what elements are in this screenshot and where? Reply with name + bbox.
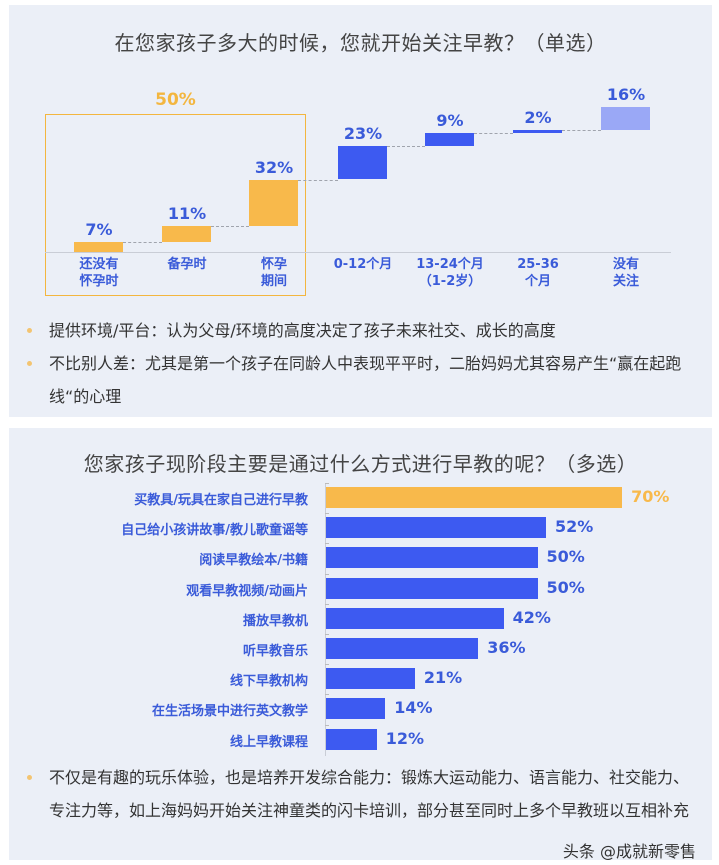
- data-label: 42%: [512, 607, 551, 627]
- category-label: 线上早教课程: [229, 734, 308, 750]
- axis-tick: [325, 483, 329, 484]
- category-label: 怀孕 期间: [260, 257, 287, 289]
- bar-row: 播放早教机 42%: [9, 603, 712, 635]
- category-label: 线下早教机构: [229, 674, 308, 690]
- waterfall-bar: [74, 241, 123, 252]
- bar: [326, 547, 538, 569]
- insight-item: 提供环境/平台：认为父母/环境的高度决定了孩子未来社交、成长的高度: [25, 314, 692, 347]
- waterfall-bar: [601, 107, 650, 131]
- bar: [326, 668, 415, 690]
- category-label: 25-36 个月: [517, 257, 559, 289]
- axis-tick: [325, 634, 329, 635]
- data-label: 32%: [254, 157, 294, 177]
- axis-tick: [325, 664, 329, 666]
- category-label: 听早教音乐: [242, 644, 308, 659]
- chart-title: 您家孩子现阶段主要是通过什么方式进行早教的呢？（多选）: [83, 452, 638, 476]
- category-label: 播放早教机: [242, 613, 308, 629]
- bar-row: 在生活场景中进行英文教学 14%: [9, 694, 712, 725]
- bar-row: 线下早教机构 21%: [9, 664, 712, 695]
- insight-item: 不比别人差：尤其是第一个孩子在同龄人中表现平平时，二胎妈妈尤其容易产生“赢在起跑…: [25, 347, 692, 413]
- bar-row: 自己给小孩讲故事/教儿歌童谣等 52%: [9, 513, 712, 544]
- bullet-dot-icon: [27, 775, 32, 780]
- waterfall-bar: [338, 146, 387, 180]
- category-label: 观看早教视频/动画片: [186, 583, 308, 599]
- data-label: 23%: [343, 124, 383, 144]
- bullet-dot-icon: [27, 328, 32, 333]
- insight-list: 提供环境/平台：认为父母/环境的高度决定了孩子未来社交、成长的高度 不比别人差：…: [25, 314, 692, 413]
- bar: [326, 607, 504, 629]
- early-edu-method-panel: 您家孩子现阶段主要是通过什么方式进行早教的呢？（多选） 买教具/玩具在家自己进行…: [9, 428, 712, 861]
- axis-tick: [325, 543, 329, 545]
- waterfall-bar: [425, 133, 474, 147]
- data-label: 16%: [606, 85, 646, 104]
- data-label: 52%: [554, 517, 594, 537]
- bullet-dot-icon: [27, 361, 32, 366]
- data-label: 21%: [423, 668, 463, 688]
- category-label: 13-24个月 （1-2岁）: [416, 257, 484, 289]
- category-label: 备孕时: [167, 257, 207, 272]
- bar: [326, 698, 386, 720]
- connector-line: [123, 241, 162, 243]
- waterfall-bar: [249, 179, 298, 226]
- data-label: 70%: [631, 487, 670, 506]
- category-label: 在生活场景中进行英文教学: [151, 704, 308, 720]
- data-label: 12%: [385, 728, 425, 748]
- data-label: 50%: [546, 547, 585, 567]
- pre-birth-group-box: [45, 114, 306, 296]
- x-axis: [45, 252, 671, 253]
- y-axis: [325, 483, 326, 756]
- bar-row: 阅读早教绘本/书籍 50%: [9, 543, 712, 574]
- category-label: 还没有 怀孕时: [79, 257, 119, 289]
- bar: [326, 577, 538, 599]
- axis-tick: [325, 603, 329, 605]
- connector-line: [474, 133, 513, 135]
- bar-row: 观看早教视频/动画片 50%: [9, 573, 712, 605]
- data-label: 14%: [394, 698, 433, 718]
- bar-row: 买教具/玩具在家自己进行早教 70%: [9, 483, 712, 514]
- waterfall-bar: [162, 225, 211, 242]
- connector-line: [298, 179, 338, 181]
- category-label: 没有 关注: [612, 257, 639, 289]
- axis-tick: [325, 694, 329, 696]
- waterfall-bar: [513, 130, 562, 134]
- bar-row: 听早教音乐 36%: [9, 634, 712, 665]
- data-label: 36%: [487, 638, 526, 657]
- axis-tick: [325, 573, 329, 575]
- data-label: 11%: [167, 203, 207, 223]
- data-label: 2%: [524, 108, 552, 128]
- connector-line: [211, 225, 249, 227]
- chart-title: 在您家孩子多大的时候，您就开始关注早教？（单选）: [114, 31, 607, 55]
- category-label: 买教具/玩具在家自己进行早教: [134, 493, 308, 508]
- age-start-panel: 在您家孩子多大的时候，您就开始关注早教？（单选） 50% 7% 还没有 怀孕时 11…: [9, 5, 712, 417]
- axis-tick: [325, 513, 329, 515]
- watermark: 头条 @成就新零售: [562, 842, 696, 861]
- connector-line: [562, 130, 601, 132]
- bar: [326, 728, 377, 750]
- bar: [326, 487, 623, 508]
- category-label: 阅读早教绘本/书籍: [199, 553, 308, 569]
- group-total-label: 50%: [155, 90, 196, 110]
- data-label: 9%: [436, 111, 464, 131]
- insight-item: 不仅是有趣的玩乐体验，也是培养开发综合能力：锻炼大运动能力、语言能力、社交能力、…: [25, 761, 692, 827]
- bar-row: 线上早教课程 12%: [9, 724, 712, 756]
- category-label: 自己给小孩讲故事/教儿歌童谣等: [121, 523, 308, 539]
- data-label: 7%: [85, 219, 113, 239]
- bar: [326, 638, 479, 659]
- bar: [326, 517, 546, 539]
- insight-list: 不仅是有趣的玩乐体验，也是培养开发综合能力：锻炼大运动能力、语言能力、社交能力、…: [25, 761, 692, 827]
- category-label: 0-12个月: [333, 257, 393, 272]
- connector-line: [387, 146, 425, 148]
- axis-tick: [325, 724, 329, 726]
- data-label: 50%: [546, 577, 585, 597]
